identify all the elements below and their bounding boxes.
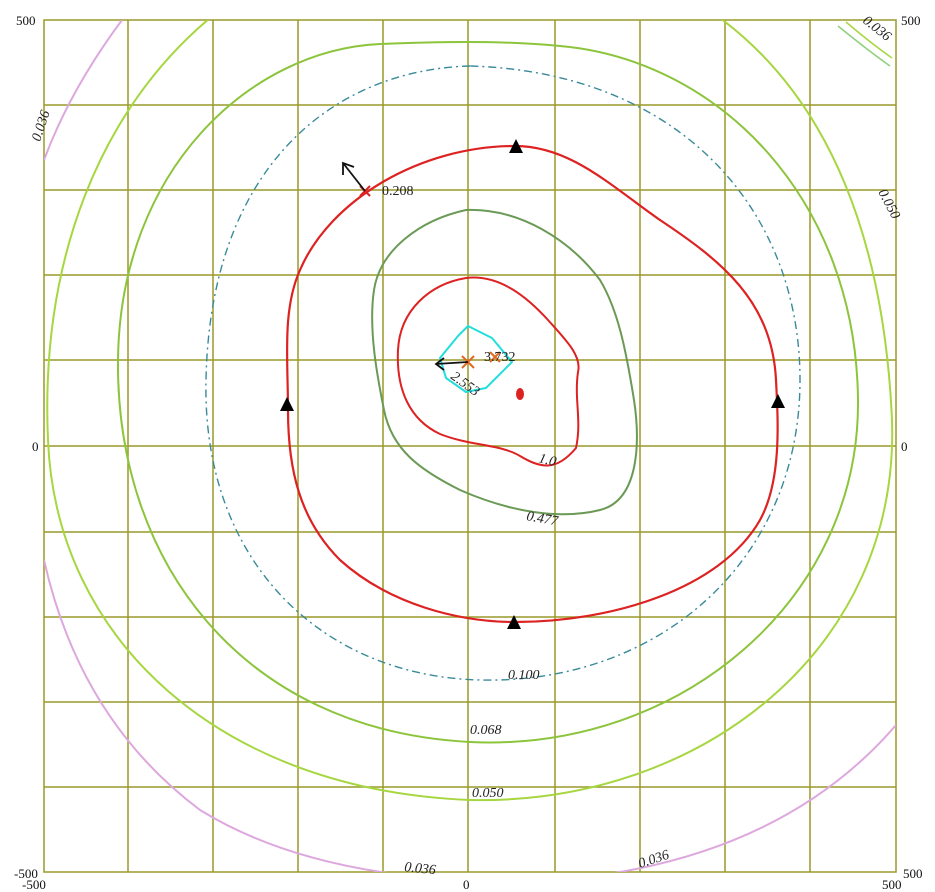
- contour-label-0100: 0.100: [508, 668, 540, 683]
- contour-label-0050-bottom: 0.050: [472, 786, 504, 801]
- contour-label-10: 1.0: [537, 451, 558, 470]
- contour-0036-lower: [44, 559, 896, 872]
- x-tick-min: -500: [22, 877, 46, 892]
- grid: [44, 20, 896, 872]
- triangle-marker-right: [771, 394, 785, 408]
- contour-label-0477: 0.477: [525, 509, 560, 529]
- contour-0050: [46, 20, 894, 802]
- contour-0068: [116, 41, 860, 744]
- point-label-3732: 3.732: [484, 350, 516, 365]
- contour-label-0036-bottom-right: 0.036: [637, 848, 672, 872]
- contour-label-0036-top-right: 0.036: [860, 13, 894, 44]
- contour-0477: [371, 208, 638, 516]
- x-tick-max: 500: [882, 877, 902, 892]
- triangle-marker-left: [280, 397, 294, 411]
- red-peak-blob: [516, 388, 524, 400]
- triangle-marker-bottom: [507, 615, 521, 629]
- arrow-icon-center: [434, 357, 469, 371]
- arrow-icon-0208: [342, 161, 366, 192]
- contour-10: [396, 276, 580, 467]
- triangle-marker-top: [509, 139, 523, 153]
- cross-marker-3732: [489, 351, 501, 363]
- contour-label-0036-top-left: 0.036: [30, 109, 54, 144]
- y-tick-right-top: 500: [901, 13, 921, 28]
- y-tick-right-bottom: 500: [903, 866, 923, 881]
- contour-0208: [285, 144, 779, 624]
- y-tick-right-mid: 0: [901, 439, 908, 454]
- point-label-0208: 0.208: [382, 184, 414, 199]
- y-tick-left-top: 500: [16, 13, 36, 28]
- contour-0036-upper-left: [44, 20, 123, 161]
- contour-2553: [438, 324, 514, 394]
- y-tick-left-bottom: -500: [14, 866, 38, 881]
- x-tick-mid: 0: [463, 877, 470, 892]
- contour-0036-top-right-corner: [837, 25, 891, 67]
- contour-0100: [205, 65, 801, 681]
- contour-label-0068: 0.068: [470, 723, 502, 738]
- contour-label-2553: 2.553: [448, 369, 482, 400]
- contour-label-0050-right: 0.050: [874, 187, 902, 222]
- y-tick-left-mid: 0: [32, 439, 39, 454]
- plot-frame: [43, 19, 897, 873]
- contour-label-0036-bottom-left: 0.036: [404, 860, 437, 878]
- contour-0036-top-right-corner-2: [845, 21, 893, 59]
